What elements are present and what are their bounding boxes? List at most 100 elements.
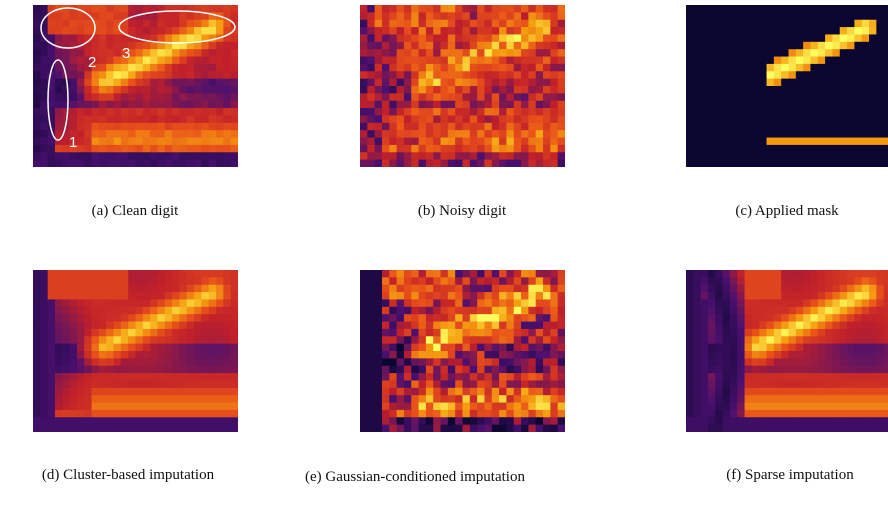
heatmap-cell [759,115,767,123]
heatmap-cell [426,285,434,293]
heatmap-cell [143,93,151,101]
heatmap-cell [463,299,471,307]
heatmap-cell [484,123,492,131]
heatmap-cell [55,27,63,35]
heatmap-cell [70,277,78,285]
heatmap-cell [723,152,731,160]
heatmap-cell [477,152,485,160]
heatmap-cell [179,410,187,418]
heatmap-cell [114,12,122,20]
heatmap-cell [367,42,375,50]
heatmap-cell [514,388,522,396]
heatmap-cell [884,101,888,109]
heatmap-cell [455,329,463,337]
heatmap-cell [397,138,405,146]
heatmap-cell [231,138,238,146]
heatmap-cell [514,366,522,374]
heatmap-cell [752,417,760,425]
heatmap-cell [708,358,716,366]
heatmap-cell [99,27,107,35]
heatmap-cell [759,307,767,315]
heatmap-cell [179,115,187,123]
heatmap-cell [404,123,412,131]
heatmap-cell [106,336,114,344]
heatmap-cell [121,395,129,403]
heatmap-cell [360,108,368,116]
heatmap-cell [360,314,368,322]
heatmap-cell [774,27,782,35]
heatmap-cell [825,101,833,109]
heatmap-cell [463,115,471,123]
heatmap-cell [745,314,753,322]
heatmap-cell [463,12,471,20]
heatmap-cell [470,160,478,167]
heatmap-cell [499,145,507,153]
heatmap-cell [876,388,884,396]
heatmap-cell [187,12,195,20]
heatmap-cell [389,79,397,87]
heatmap-cell [803,425,811,432]
heatmap-cell [143,322,151,330]
heatmap-cell [730,57,738,65]
heatmap-cell [862,93,870,101]
heatmap-cell [840,138,848,146]
heatmap-cell [514,145,522,153]
heatmap-cell [411,152,419,160]
heatmap-cell [752,57,760,65]
heatmap-cell [558,299,565,307]
heatmap-cell [484,410,492,418]
heatmap-cell [404,358,412,366]
heatmap-cell [179,388,187,396]
heatmap-cell [536,314,544,322]
heatmap-cell [136,20,144,28]
heatmap-cell [209,395,217,403]
heatmap-cell [528,417,536,425]
heatmap-cell [715,34,723,42]
heatmap-cell [223,71,231,79]
heatmap-cell [84,20,92,28]
heatmap-cell [708,64,716,72]
heatmap-cell [693,388,701,396]
heatmap-cell [40,86,48,94]
heatmap-cell [194,115,202,123]
heatmap-cell [172,395,180,403]
heatmap-cell [774,314,782,322]
heatmap-cell [759,351,767,359]
heatmap-cell [492,152,500,160]
heatmap-cell [360,395,368,403]
heatmap-cell [854,322,862,330]
heatmap-cell [114,380,122,388]
heatmap-cell [470,86,478,94]
heatmap-cell [216,403,224,411]
heatmap-cell [136,425,144,432]
heatmap-cell [774,403,782,411]
heatmap-cell [448,101,456,109]
heatmap-cell [157,410,165,418]
heatmap-cell [172,307,180,315]
heatmap-cell [492,417,500,425]
heatmap-cell [463,366,471,374]
heatmap-cell [382,93,390,101]
heatmap-cell [201,344,209,352]
heatmap-cell [426,403,434,411]
heatmap-cell [106,42,114,50]
heatmap-cell [803,93,811,101]
heatmap-cell [840,314,848,322]
heatmap-cell [492,27,500,35]
heatmap-cell [389,292,397,300]
heatmap-cell [157,79,165,87]
heatmap-cell [810,49,818,57]
heatmap-cell [737,152,745,160]
heatmap-cell [194,160,202,167]
heatmap-cell [477,351,485,359]
heatmap-cell [499,5,507,13]
heatmap-cell [499,93,507,101]
heatmap-cell [715,314,723,322]
heatmap-cell [136,115,144,123]
heatmap-cell [382,366,390,374]
heatmap: 123 [33,5,238,167]
heatmap-cell [404,322,412,330]
heatmap-cell [165,417,173,425]
heatmap-cell [693,336,701,344]
heatmap-cell [165,145,173,153]
